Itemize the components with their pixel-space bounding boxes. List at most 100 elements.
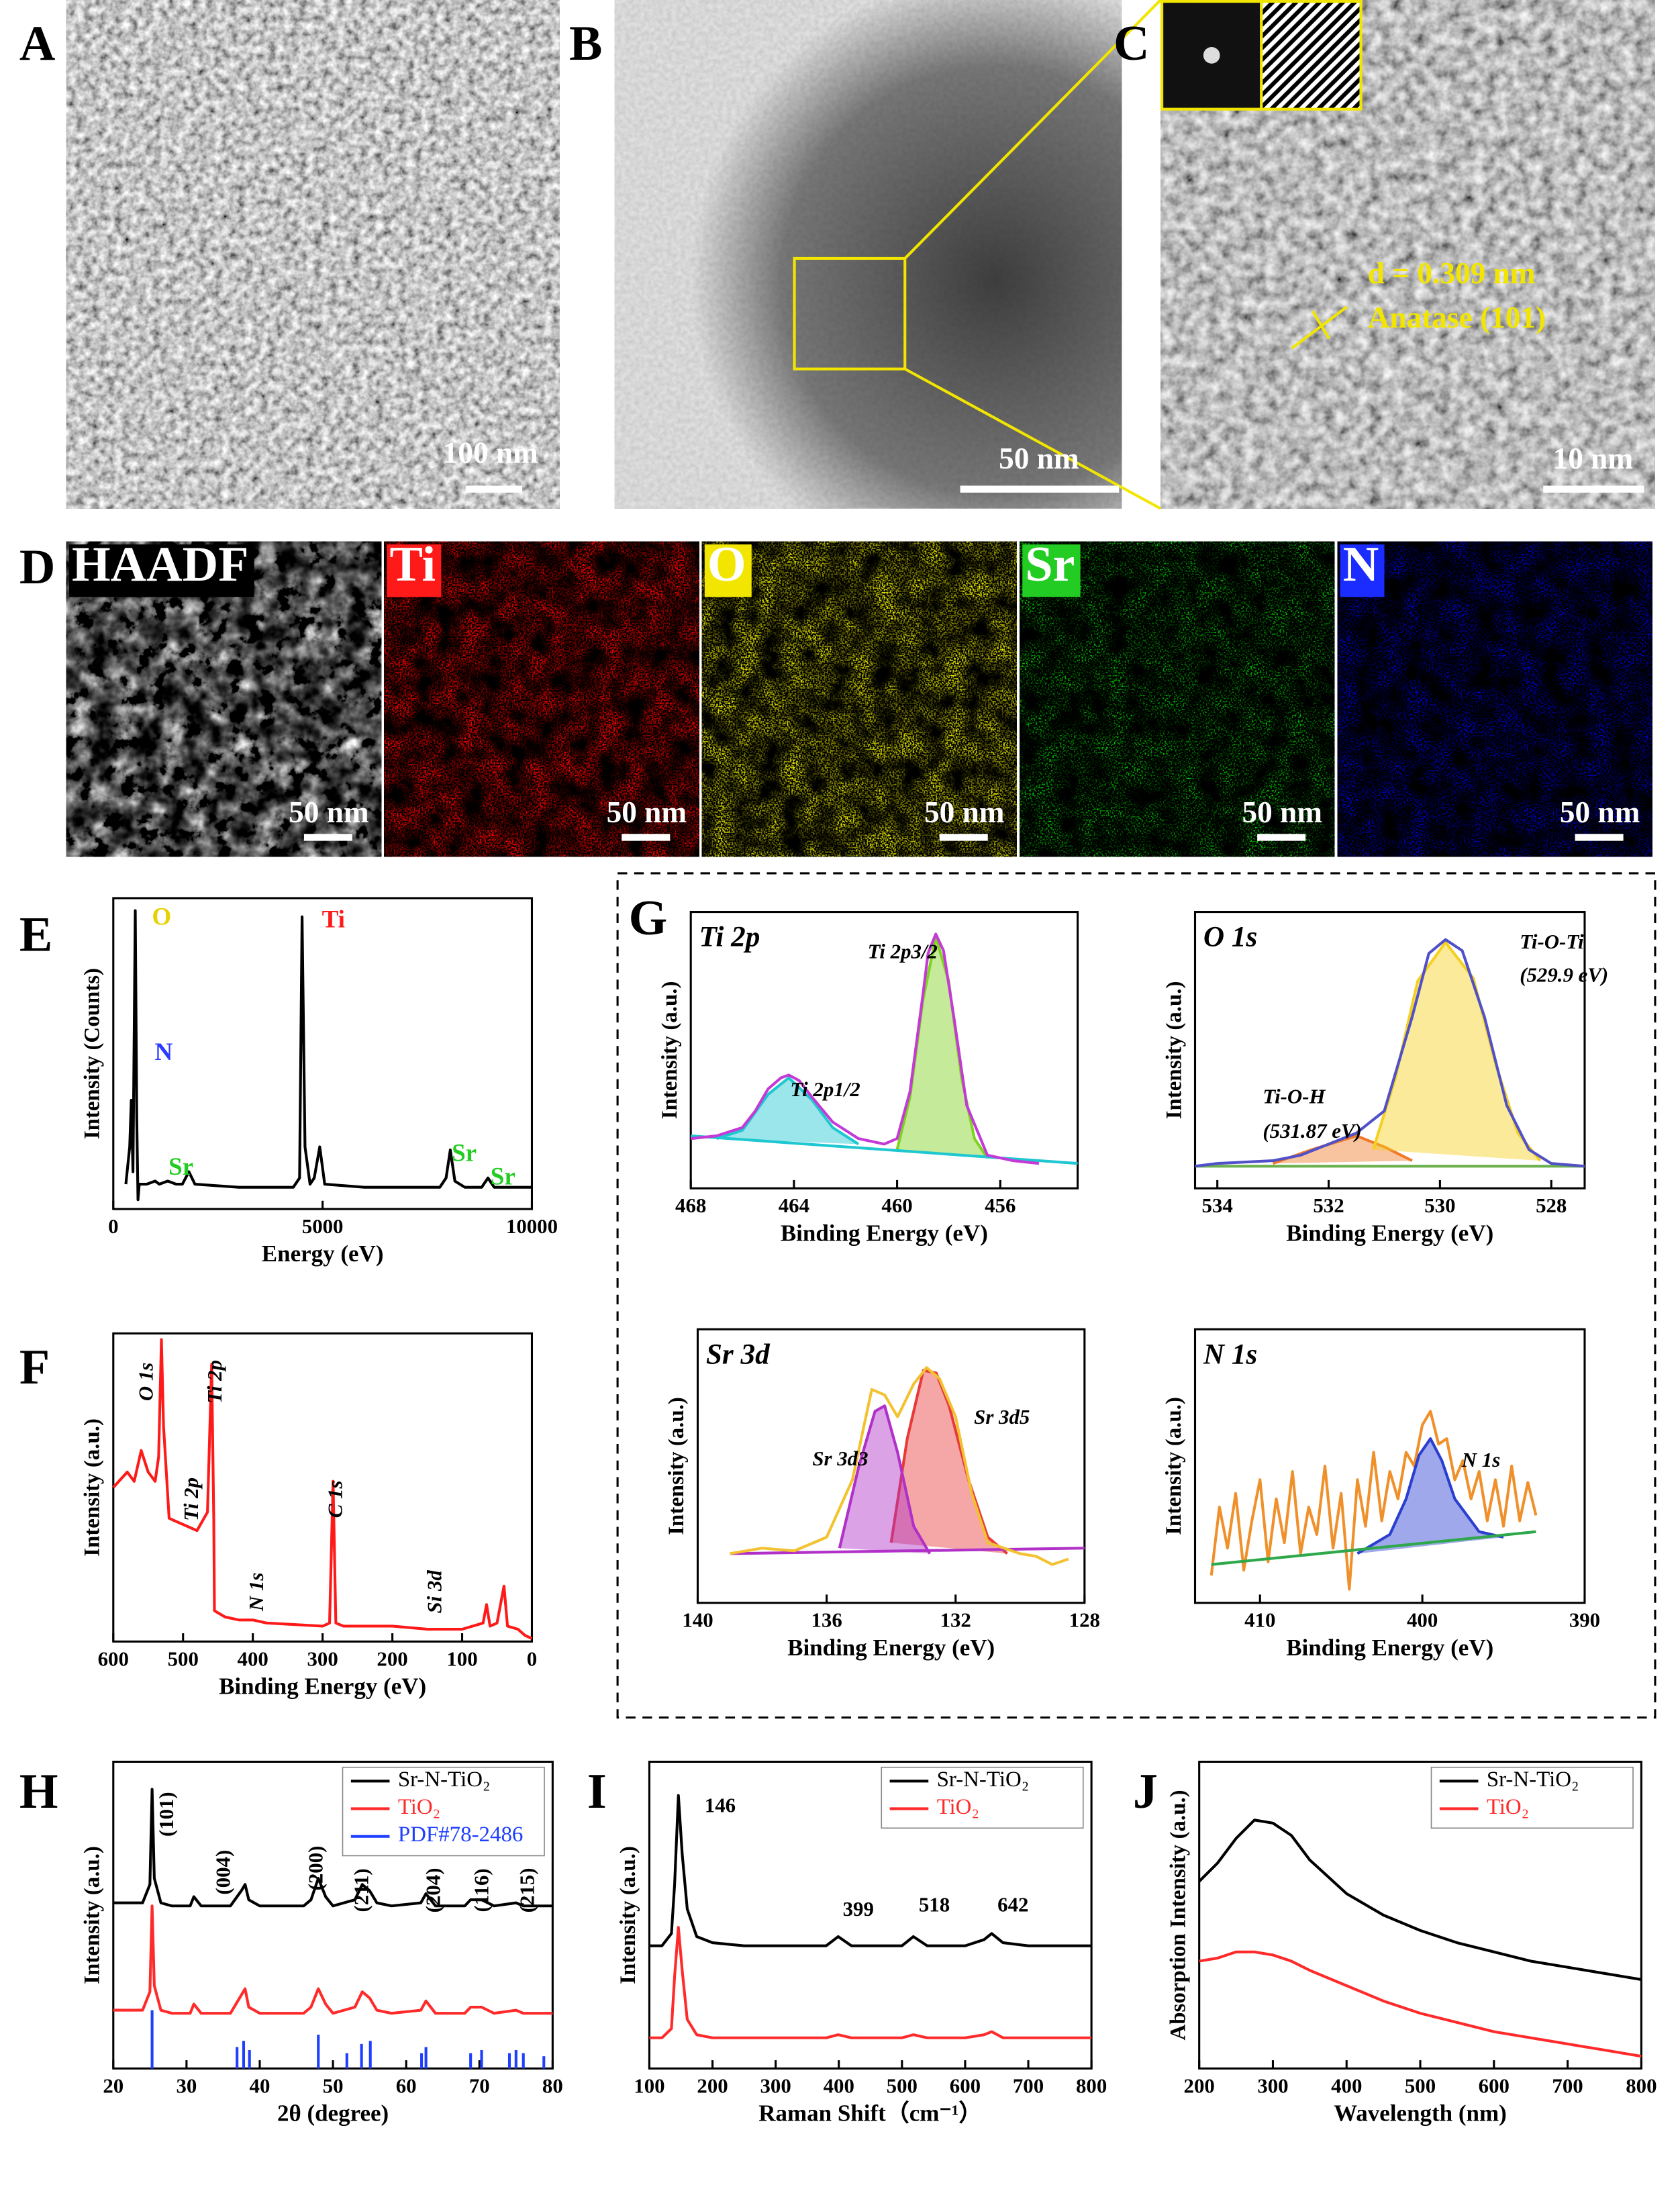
annotation: (215)	[515, 1867, 538, 1912]
x-tick-label: 500	[887, 2074, 918, 2097]
annotation: 399	[843, 1897, 874, 1921]
spectrum-line	[112, 1338, 533, 1640]
spectrum-line	[1198, 1818, 1642, 1981]
scale-label: 50 nm	[924, 795, 1004, 829]
scale-label: 50 nm	[607, 795, 687, 829]
annotation: N	[155, 1038, 173, 1066]
panel-letter: G	[629, 891, 668, 946]
annotation: Si 3d	[423, 1570, 446, 1614]
spectrum-line	[730, 1547, 1085, 1555]
panel-letter: J	[1133, 1764, 1158, 1819]
x-tick-label: 468	[675, 1194, 706, 1217]
x-tick-label: 800	[1626, 2074, 1657, 2097]
tem-particles	[614, 0, 1122, 509]
x-tick-label: 140	[682, 1608, 713, 1632]
xps-group-box	[616, 872, 1657, 1719]
panel-letter: I	[587, 1764, 607, 1819]
annotation: 518	[919, 1893, 950, 1916]
mapping-label-bg	[68, 544, 254, 597]
x-tick-label: 700	[1013, 2074, 1044, 2097]
fit-component	[1371, 940, 1542, 1162]
annotation: (200)	[304, 1846, 328, 1891]
x-tick-label: 500	[168, 1647, 199, 1670]
x-tick-label: 530	[1424, 1194, 1455, 1217]
annotation: (004)	[211, 1850, 235, 1895]
fringe-inset	[1260, 0, 1363, 111]
x-tick-label: 400	[1331, 2074, 1362, 2097]
lattice-phase: Anatase (101)	[1368, 301, 1546, 334]
annotation: Ti-O-Ti	[1520, 930, 1584, 953]
x-tick-label: 20	[103, 2074, 123, 2097]
annotation: N 1s	[244, 1573, 268, 1612]
zoom-line	[903, 0, 1162, 260]
annotation: Sr	[491, 1163, 515, 1190]
x-tick-label: 600	[1479, 2074, 1510, 2097]
plot-frame	[1193, 1328, 1586, 1604]
annotation: Ti	[322, 906, 345, 933]
y-axis-label: Absorption Intensity (a.u.)	[1166, 1790, 1190, 2040]
x-tick-label: 80	[542, 2074, 563, 2097]
plot-title: Sr 3d	[706, 1338, 771, 1370]
plot-frame	[648, 1760, 1093, 2070]
plot-frame	[696, 1328, 1086, 1604]
annotation: 146	[705, 1793, 736, 1816]
annotation: Sr	[168, 1153, 193, 1181]
x-tick-label: 410	[1244, 1608, 1275, 1632]
x-tick-label: 456	[985, 1194, 1016, 1217]
x-tick-label: 50	[323, 2074, 344, 2097]
y-axis-label: Intensity (a.u.)	[616, 1846, 640, 1984]
mapping-mask	[1337, 541, 1652, 857]
x-axis-label: Binding Energy (eV)	[1286, 1635, 1493, 1661]
plot-frame	[1193, 911, 1586, 1189]
annotation: Sr	[452, 1139, 477, 1167]
fft-spot	[1203, 47, 1220, 64]
spectrum-line	[690, 932, 1040, 1165]
y-axis-label: Intensity (a.u.)	[81, 1418, 105, 1557]
mapping-label: O	[707, 537, 746, 592]
spectrum-line	[113, 1788, 553, 1908]
y-axis-label: Intensity (a.u.)	[664, 1397, 689, 1535]
x-tick-label: 800	[1076, 2074, 1107, 2097]
x-tick-label: 390	[1569, 1608, 1600, 1632]
mapping-label-bg	[387, 544, 442, 597]
x-tick-label: 100	[634, 2074, 664, 2097]
fringe-marker	[1311, 310, 1330, 340]
annotation: (211)	[349, 1868, 373, 1912]
plot-title: O 1s	[1203, 921, 1257, 953]
annotation: Sr 3d3	[812, 1447, 868, 1470]
annotation: (116)	[470, 1868, 493, 1912]
x-tick-label: 10000	[506, 1214, 558, 1238]
x-tick-label: 400	[238, 1647, 268, 1670]
annotation: O 1s	[134, 1363, 157, 1401]
annotation: (531.87 eV)	[1263, 1119, 1361, 1143]
scale-label: 50 nm	[999, 442, 1079, 475]
panel-letter: C	[1114, 16, 1150, 71]
panel-letter: B	[569, 16, 602, 71]
x-axis-label: Wavelength (nm)	[1334, 2100, 1507, 2126]
lattice-spacing: d = 0.309 nm	[1368, 256, 1536, 290]
x-tick-label: 60	[396, 2074, 417, 2097]
spectrum-line	[649, 1926, 1092, 2039]
x-axis-label: Raman Shift（cm⁻¹）	[758, 2100, 982, 2126]
spectrum-line	[1199, 1950, 1642, 2058]
panel-letter: D	[19, 540, 56, 595]
mapping-label: N	[1343, 537, 1379, 592]
annotation: Ti 2p	[179, 1477, 203, 1521]
spectrum-line	[1195, 938, 1585, 1168]
x-axis-label: Binding Energy (eV)	[781, 1220, 988, 1246]
annotation: (529.9 eV)	[1520, 963, 1608, 986]
panel-letter: A	[19, 16, 56, 71]
annotation: C 1s	[323, 1481, 346, 1518]
scale-label: 50 nm	[289, 795, 368, 829]
annotation: (101)	[154, 1792, 178, 1837]
annotation: O	[152, 903, 171, 930]
mapping-mask	[701, 541, 1017, 857]
mapping-label: HAADF	[72, 537, 248, 592]
plot-title: Ti 2p	[699, 921, 760, 953]
y-axis-label: Intensity (a.u.)	[1162, 981, 1186, 1120]
x-tick-label: 600	[950, 2074, 981, 2097]
x-tick-label: 128	[1069, 1608, 1100, 1632]
annotation: Ti 2p1/2	[790, 1077, 860, 1101]
fit-component	[1356, 1437, 1504, 1555]
